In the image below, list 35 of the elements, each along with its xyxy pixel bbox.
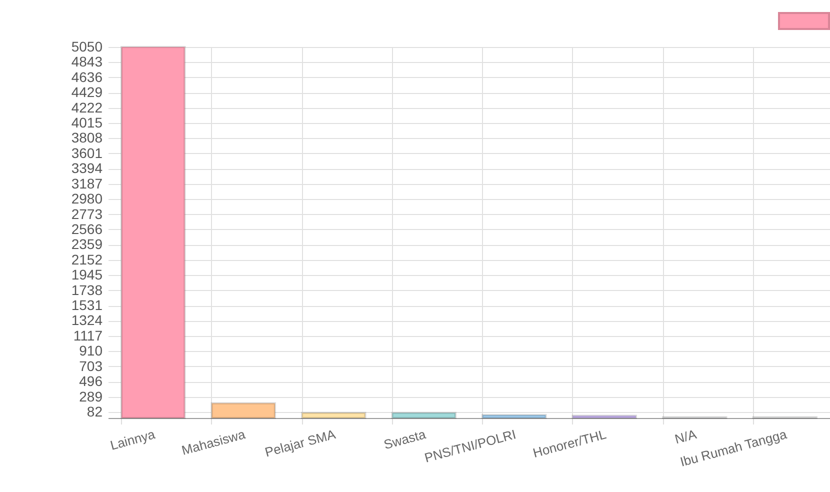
y-tick-label: 4636 bbox=[71, 68, 103, 85]
y-tick-label: 2152 bbox=[71, 251, 103, 268]
x-tick-label: Lainnya bbox=[108, 426, 158, 453]
x-tick-label: Pelajar SMA bbox=[263, 426, 338, 460]
y-tick-label: 4222 bbox=[71, 99, 103, 116]
bar bbox=[210, 402, 276, 419]
y-tick-label: 82 bbox=[86, 403, 103, 420]
y-tick-label: 3808 bbox=[71, 130, 103, 146]
y-tick-label: 2566 bbox=[71, 220, 103, 237]
y-tick-label: 1738 bbox=[71, 282, 103, 298]
y-tick-label: 1117 bbox=[73, 327, 103, 344]
y-tick-label: 2980 bbox=[71, 190, 103, 207]
y-tick-label: 4015 bbox=[71, 114, 103, 131]
bar bbox=[301, 412, 366, 419]
y-tick-label: 4429 bbox=[71, 84, 103, 100]
y-tick-label: 2773 bbox=[71, 206, 103, 222]
bar bbox=[391, 412, 456, 419]
y-tick-label: 496 bbox=[79, 373, 103, 390]
y-tick-label: 1531 bbox=[71, 297, 103, 314]
y-tick-label: 2359 bbox=[71, 236, 103, 252]
y-tick-label: 5050 bbox=[71, 38, 103, 54]
y-tick-label: 3187 bbox=[71, 175, 103, 192]
y-tick-label: 3601 bbox=[71, 144, 103, 161]
x-tick-label: Swasta bbox=[382, 426, 428, 452]
y-tick-label: 703 bbox=[79, 358, 103, 374]
y-tick-label: 910 bbox=[79, 342, 103, 359]
y-tick-label: 289 bbox=[79, 388, 103, 404]
bar bbox=[482, 414, 547, 419]
y-tick-label: 1945 bbox=[71, 266, 103, 283]
bar bbox=[572, 414, 637, 419]
y-tick-label: 3394 bbox=[71, 160, 103, 176]
bar bbox=[120, 46, 186, 419]
x-tick-label: N/A bbox=[673, 426, 698, 447]
y-tick-label: 4843 bbox=[71, 54, 103, 70]
y-tick-label: 1324 bbox=[71, 312, 103, 328]
